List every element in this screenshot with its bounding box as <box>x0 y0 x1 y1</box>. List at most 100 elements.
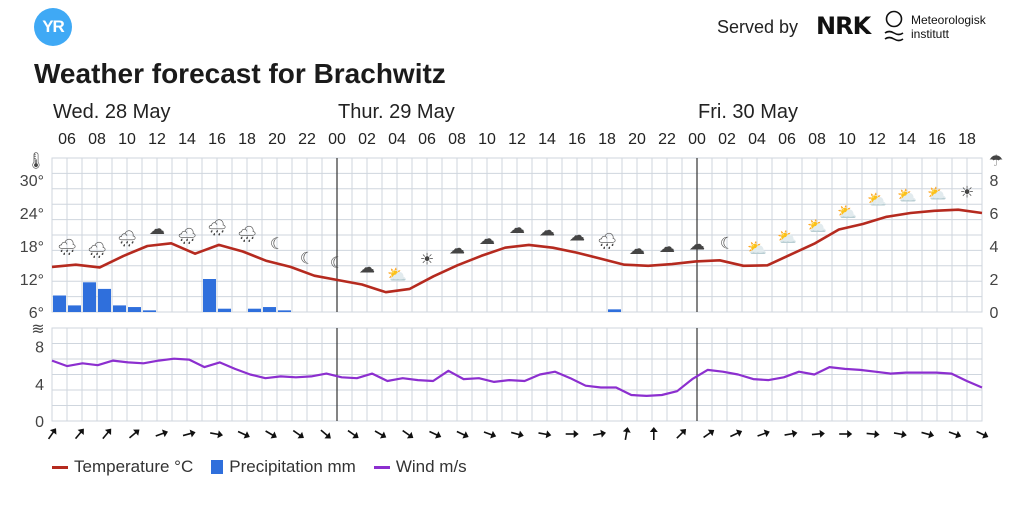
wind-direction-arrow <box>483 430 497 439</box>
precipitation-bar <box>113 305 126 312</box>
temp-axis-tick: 18° <box>20 239 44 256</box>
wind-direction-arrow <box>538 430 552 439</box>
wind-direction-arrow <box>374 430 387 439</box>
arrow-head <box>324 432 331 439</box>
hour-label: 00 <box>328 131 346 148</box>
legend-wind: Wind m/s <box>373 457 467 477</box>
yr-logo[interactable]: YR <box>34 8 72 46</box>
legend-precipitation-swatch <box>211 460 224 474</box>
arrow-head <box>545 430 552 439</box>
hour-label: 06 <box>778 131 796 148</box>
sun-cloud-icon: ⛅ <box>897 188 917 205</box>
hour-label: 20 <box>628 131 646 148</box>
temp-axis-tick: 24° <box>20 206 44 223</box>
wind-direction-arrow <box>565 430 579 438</box>
legend-temperature-label: Temperature °C <box>74 457 194 476</box>
cloud-icon: ☁ <box>569 228 585 245</box>
arrow-head <box>104 428 112 436</box>
legend-precipitation-label: Precipitation mm <box>229 457 356 476</box>
arrow-head <box>982 431 989 439</box>
arrow-head <box>928 430 935 439</box>
arrow-head <box>735 429 743 437</box>
arrow-head <box>819 429 825 438</box>
wind-direction-arrow <box>948 430 962 439</box>
precipitation-bar <box>608 309 621 312</box>
precipitation-bar <box>143 310 156 312</box>
wind-direction-arrow <box>703 429 715 439</box>
cloud-icon: ☁ <box>449 240 465 257</box>
wind-direction-arrow <box>155 429 168 438</box>
wind-direction-arrow <box>730 429 743 438</box>
sun-cloud-icon: ⛅ <box>807 218 827 235</box>
rain-cloud-icon: 🌧 <box>237 226 257 244</box>
legend-wind-label: Wind m/s <box>395 457 467 476</box>
arrow-head <box>679 429 687 436</box>
arrow-head <box>763 429 770 438</box>
wind-direction-arrow <box>593 429 606 438</box>
hour-label: 12 <box>508 131 526 148</box>
sun-cloud-icon: ⛅ <box>927 186 947 203</box>
legend-temperature: Temperature °C <box>52 457 193 477</box>
temperature-line <box>51 208 983 294</box>
wind-direction-arrow <box>128 429 140 439</box>
hour-label: 16 <box>568 131 586 148</box>
hour-label: 18 <box>598 131 616 148</box>
rain-cloud-icon: 🌧 <box>207 219 227 237</box>
sun-cloud-icon: ⛅ <box>867 192 887 209</box>
wind-direction-arrow <box>402 429 414 439</box>
temp-panel-border <box>51 157 983 313</box>
arrow-head <box>517 430 524 439</box>
precip-axis-tick: 6 <box>990 206 999 223</box>
temp-axis-tick: 12° <box>20 272 44 289</box>
sun-cloud-icon: ⛅ <box>777 229 797 246</box>
hour-label: 16 <box>208 131 226 148</box>
wind-axis-tick: 8 <box>35 340 44 357</box>
met-institute-name: Meteorologisk institutt <box>911 13 986 41</box>
arrow-head <box>352 431 359 439</box>
moon-cloud-icon: ☾ <box>270 236 284 253</box>
arrow-head <box>901 430 907 439</box>
arrow-head <box>622 427 631 433</box>
cloud-icon: ☁ <box>509 220 525 237</box>
rain-cloud-icon: 🌧 <box>597 233 617 251</box>
arrow-head <box>379 431 387 439</box>
wind-direction-arrow <box>429 430 442 439</box>
wind-direction-arrow <box>622 427 631 441</box>
precipitation-bar <box>98 288 111 312</box>
wind-direction-arrow <box>320 429 331 439</box>
wind-direction-arrow <box>866 430 880 439</box>
hour-label: 22 <box>658 131 676 148</box>
cloud-icon: ☁ <box>539 223 555 240</box>
hour-label: 14 <box>898 131 916 148</box>
hour-label: 08 <box>88 131 106 148</box>
hour-label: 18 <box>238 131 256 148</box>
moon-cloud-icon: ☾ <box>300 251 314 268</box>
wind-direction-arrow <box>237 430 250 439</box>
nrk-logo: NRK <box>816 12 871 40</box>
legend-precipitation: Precipitation mm <box>211 457 356 477</box>
precipitation-bar <box>263 307 276 312</box>
hour-label: 16 <box>928 131 946 148</box>
legend-temperature-swatch <box>52 465 68 469</box>
precipitation-bar <box>248 308 261 312</box>
arrow-head <box>77 428 84 436</box>
precip-axis-tick: 0 <box>990 305 999 322</box>
wind-axis-tick: 4 <box>35 377 44 394</box>
day-label: Fri. 30 May <box>698 101 798 123</box>
page-title: Weather forecast for Brachwitz <box>34 58 446 89</box>
day-label: Wed. 28 May <box>53 101 170 123</box>
precipitation-bar <box>278 310 291 312</box>
sun-cloud-icon: ⛅ <box>747 240 767 257</box>
arrow-head <box>573 430 579 438</box>
legend: Temperature °C Precipitation mm Wind m/s <box>52 457 467 477</box>
arrow-head <box>406 431 414 439</box>
hour-label: 20 <box>268 131 286 148</box>
hour-label: 10 <box>478 131 496 148</box>
arrow-head <box>161 429 168 438</box>
arrow-head <box>133 429 140 436</box>
wind-direction-arrow <box>976 430 989 439</box>
arrow-head <box>600 429 606 438</box>
arrow-head <box>490 430 497 439</box>
hour-label: 02 <box>358 131 376 148</box>
moon-cloud-icon: ☾ <box>330 255 344 272</box>
